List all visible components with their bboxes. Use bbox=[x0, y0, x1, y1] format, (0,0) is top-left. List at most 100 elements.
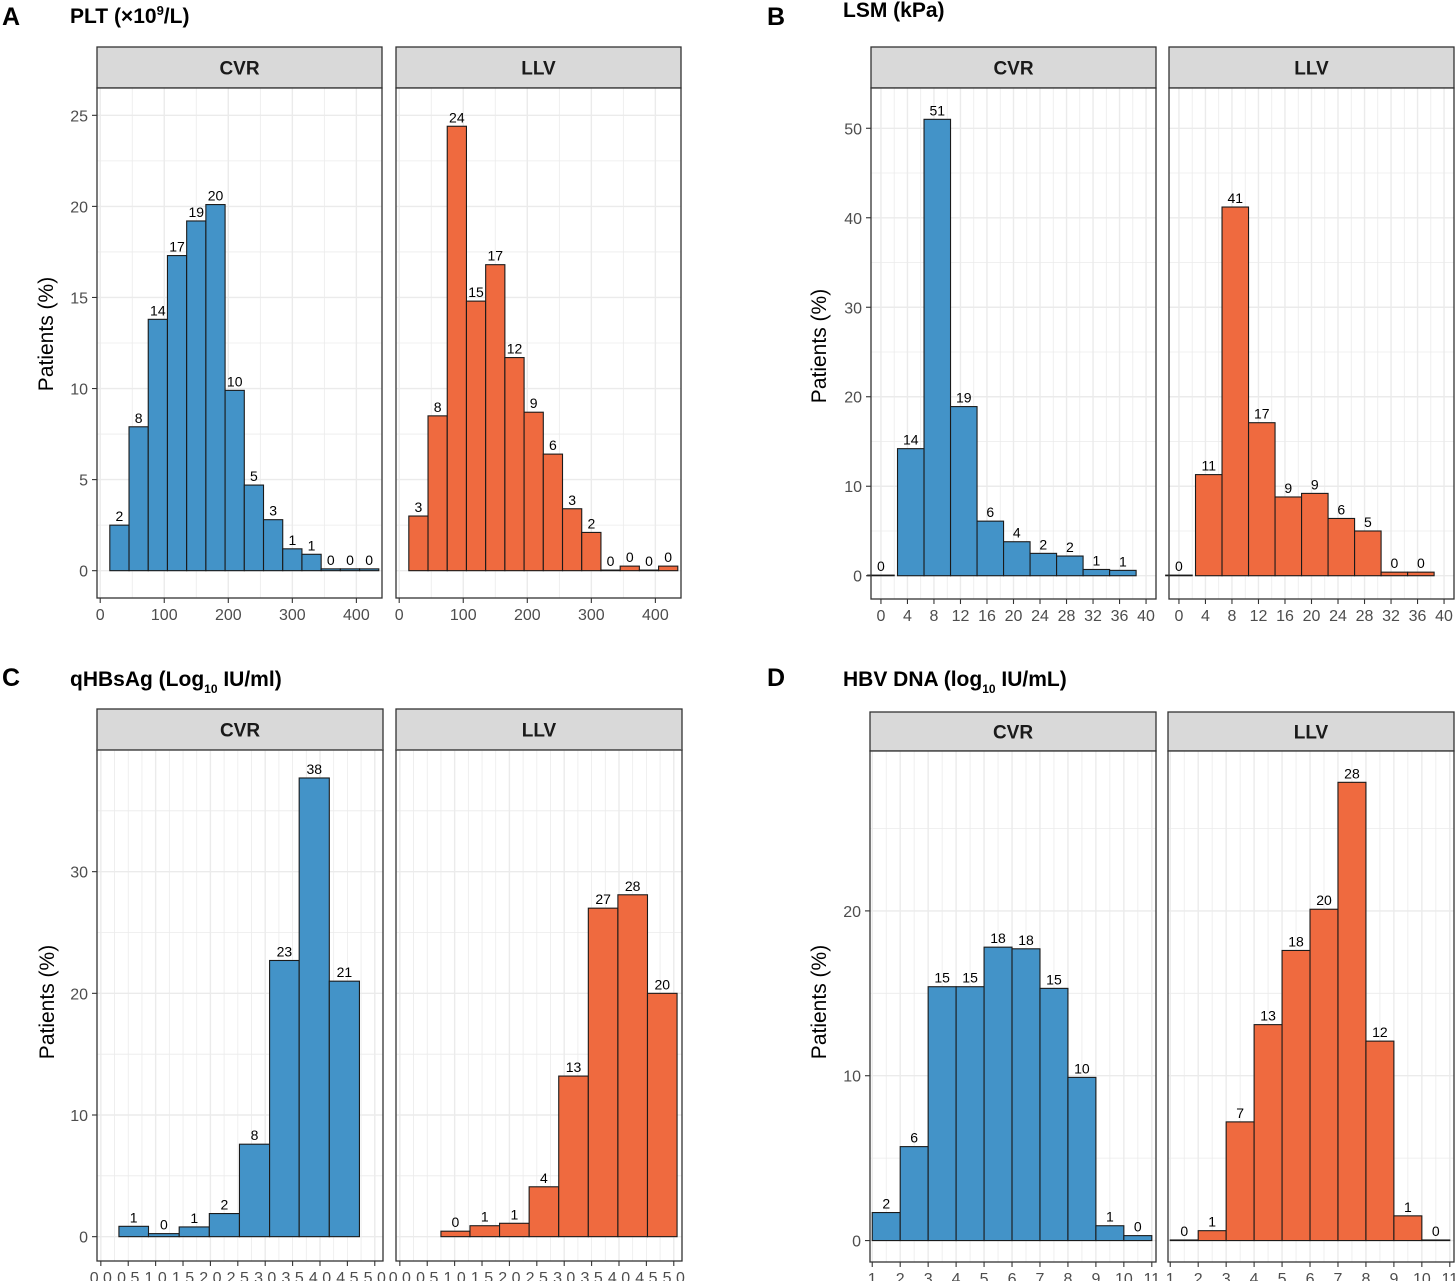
bar-value-label: 19 bbox=[188, 204, 204, 220]
facet-strip-label-c-cvr: CVR bbox=[220, 721, 260, 742]
x-tick-label: 0.0 bbox=[90, 1270, 112, 1281]
facet-strip-a-llv bbox=[395, 46, 682, 89]
bar-b-llv-4 bbox=[1274, 496, 1303, 577]
y-tick-label: 15 bbox=[70, 290, 88, 307]
x-axis-b-llv: 0 4 8 12 16 20 24 28 32 36 40 bbox=[1174, 599, 1453, 625]
bar-value-label: 17 bbox=[1254, 406, 1270, 422]
bar-a-cvr-12 bbox=[339, 568, 361, 572]
x-tick-label: 8 bbox=[930, 608, 939, 625]
panel-letter-d: D bbox=[767, 664, 785, 692]
bar-a-cvr-9 bbox=[282, 548, 303, 572]
bar-value-label: 0 bbox=[664, 549, 672, 565]
bar-value-label: 4 bbox=[1013, 525, 1021, 541]
bar-value-label: 0 bbox=[1417, 555, 1425, 571]
bar-value-label: 0 bbox=[1134, 1219, 1142, 1235]
bar-value-label: 0 bbox=[327, 552, 335, 568]
facet-strip-a-cvr bbox=[96, 46, 383, 89]
bar-value-label: 6 bbox=[986, 504, 994, 520]
bar-c-cvr-2 bbox=[178, 1226, 210, 1238]
x-tick-label: 1.0 bbox=[443, 1270, 465, 1281]
x-tick-label: 5 bbox=[980, 1271, 989, 1281]
y-tick-label: 50 bbox=[844, 121, 862, 138]
bar-labels-b-cvr: 0 14 51 19 6 4 2 2 1 1 bbox=[877, 102, 1127, 574]
bar-c-llv-1 bbox=[469, 1225, 501, 1238]
bar-value-label: 2 bbox=[587, 515, 595, 531]
bar-a-llv-11 bbox=[619, 565, 640, 572]
bar-d-llv-7 bbox=[1365, 1040, 1395, 1242]
bar-value-label: 20 bbox=[654, 976, 670, 992]
bar-value-label: 6 bbox=[1337, 501, 1345, 517]
x-tick-label: 4.5 bbox=[635, 1270, 657, 1281]
y-tick-label: 10 bbox=[843, 1069, 861, 1086]
bar-a-llv-12 bbox=[638, 569, 660, 572]
x-axis-a-llv: 0 100 200 300 400 bbox=[395, 598, 669, 624]
bar-value-label: 1 bbox=[288, 532, 296, 548]
bar-value-label: 3 bbox=[568, 492, 576, 508]
panel-title-d-rest: IU/mL) bbox=[996, 668, 1067, 691]
bars-a-cvr bbox=[109, 204, 380, 572]
facet-strip-label-b-cvr: CVR bbox=[993, 59, 1033, 80]
x-tick-label: 3 bbox=[1222, 1271, 1231, 1281]
x-tick-label: 28 bbox=[1356, 608, 1374, 625]
x-tick-label: 4.0 bbox=[608, 1270, 630, 1281]
x-tick-label: 2.5 bbox=[526, 1270, 548, 1281]
facet-strip-label-b-llv: LLV bbox=[1294, 59, 1329, 80]
panel-title-a: PLT (×109/L) bbox=[70, 3, 189, 28]
panel-a-header: A PLT (×109/L) bbox=[2, 3, 189, 31]
bar-value-label: 28 bbox=[1344, 765, 1360, 781]
panel-title-b: LSM (kPa) bbox=[843, 0, 945, 22]
bar-value-label: 38 bbox=[306, 761, 322, 777]
panel-d-header: D HBV DNA (log10 IU/mL) bbox=[767, 664, 1067, 696]
bar-value-label: 17 bbox=[487, 248, 503, 264]
bar-a-cvr-0 bbox=[109, 524, 130, 572]
bar-value-label: 4 bbox=[540, 1170, 548, 1186]
x-axis-d-llv: 1 2 3 4 5 6 7 8 9 10 11 bbox=[1166, 1262, 1455, 1286]
bar-value-label: 14 bbox=[903, 432, 919, 448]
bar-value-label: 2 bbox=[116, 508, 124, 524]
x-tick-label: 36 bbox=[1409, 608, 1427, 625]
x-tick-label: 1.5 bbox=[471, 1270, 493, 1281]
panel-title-c-sub: 10 bbox=[204, 682, 218, 696]
bar-value-label: 15 bbox=[934, 970, 950, 986]
y-tick-label: 30 bbox=[70, 865, 88, 882]
x-tick-label: 3.0 bbox=[553, 1270, 575, 1281]
bar-d-llv-2 bbox=[1225, 1121, 1255, 1242]
bar-value-label: 8 bbox=[135, 410, 143, 426]
bar-labels-b-llv: 0 11 41 17 9 9 6 5 0 0 bbox=[1175, 190, 1425, 574]
ylabel-b: Patients (%) bbox=[808, 289, 831, 403]
bar-value-label: 0 bbox=[607, 553, 615, 569]
y-tick-label: 20 bbox=[843, 904, 861, 921]
bar-a-llv-7 bbox=[542, 453, 564, 572]
y-axis-b-cvr: 0 10 20 30 40 50 bbox=[844, 121, 871, 586]
bar-a-cvr-2 bbox=[147, 318, 168, 572]
x-tick-label: 2 bbox=[1194, 1271, 1203, 1281]
bar-value-label: 11 bbox=[1201, 458, 1216, 474]
bar-value-label: 1 bbox=[308, 537, 316, 553]
bar-b-cvr-0 bbox=[867, 574, 895, 577]
bar-value-label: 12 bbox=[1372, 1024, 1388, 1040]
panel-title-a-rest: /L) bbox=[164, 5, 190, 28]
panel-letter-a: A bbox=[2, 3, 20, 31]
bar-c-llv-2 bbox=[499, 1222, 530, 1238]
y-tick-label: 0 bbox=[79, 1230, 88, 1247]
bar-b-llv-8 bbox=[1380, 571, 1409, 577]
bar-d-cvr-8 bbox=[1095, 1225, 1125, 1242]
bar-value-label: 23 bbox=[277, 943, 293, 959]
bar-d-llv-6 bbox=[1337, 781, 1367, 1242]
bar-b-llv-5 bbox=[1301, 492, 1329, 577]
y-axis-d-cvr: 0 10 20 bbox=[843, 904, 870, 1251]
bar-value-label: 12 bbox=[507, 341, 523, 357]
x-tick-label: 2.0 bbox=[498, 1270, 520, 1281]
bar-b-cvr-8 bbox=[1082, 568, 1111, 577]
bar-value-label: 9 bbox=[1284, 480, 1292, 496]
x-tick-label: 0.5 bbox=[416, 1270, 438, 1281]
y-tick-label: 20 bbox=[844, 390, 862, 407]
x-tick-label: 7 bbox=[1334, 1271, 1343, 1281]
x-tick-label: 5 bbox=[1278, 1271, 1287, 1281]
bar-b-llv-7 bbox=[1354, 530, 1382, 577]
bar-c-llv-5 bbox=[587, 907, 619, 1238]
bar-a-llv-5 bbox=[504, 357, 525, 572]
x-tick-label: 16 bbox=[978, 608, 996, 625]
